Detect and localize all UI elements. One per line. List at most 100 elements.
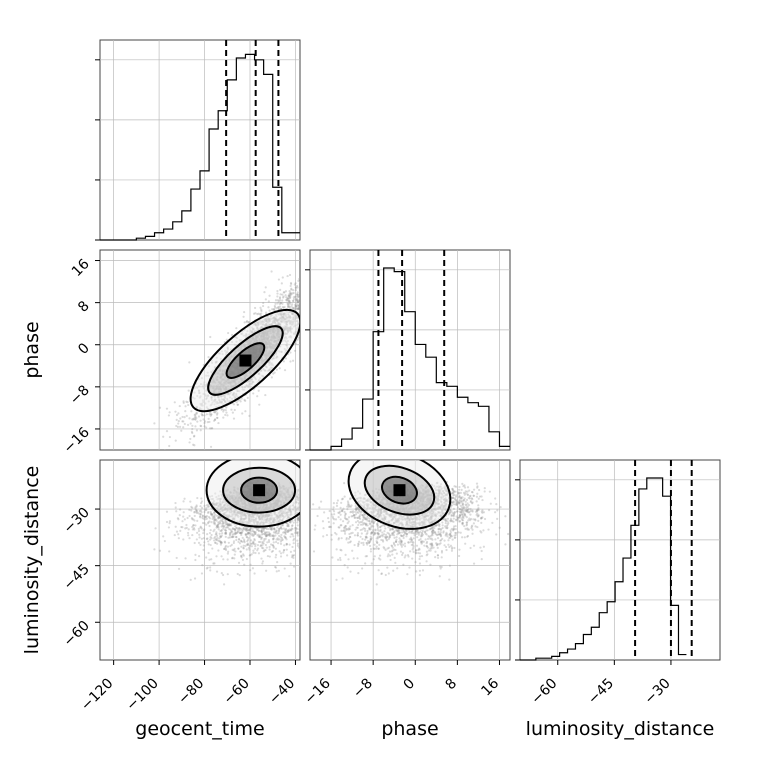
sample-point	[213, 536, 216, 540]
sample-point	[274, 547, 277, 550]
sample-point	[260, 308, 263, 311]
sample-point	[228, 524, 232, 527]
sample-point	[267, 531, 270, 534]
sample-point	[275, 529, 278, 532]
sample-point	[292, 556, 295, 560]
sample-point	[240, 539, 243, 542]
sample-point	[289, 521, 292, 524]
sample-point	[210, 558, 213, 561]
sample-point	[231, 527, 235, 530]
sample-point	[239, 531, 242, 535]
sample-point	[278, 305, 282, 308]
sample-point	[205, 504, 209, 507]
sample-point	[303, 522, 305, 524]
sample-point	[229, 528, 232, 531]
sample-point	[225, 338, 228, 341]
sample-point	[224, 548, 228, 552]
sample-point	[302, 303, 304, 305]
sample-point	[207, 521, 210, 524]
sample-point	[305, 503, 307, 505]
sample-point	[295, 531, 299, 534]
sample-point	[292, 289, 295, 292]
sample-point	[181, 415, 184, 419]
sample-point	[305, 503, 307, 505]
sample-point	[281, 305, 284, 309]
sample-point	[167, 414, 170, 417]
sample-point	[297, 294, 300, 297]
sample-point	[278, 302, 282, 306]
sample-point	[224, 529, 228, 532]
sample-point	[199, 419, 202, 422]
sample-point	[298, 301, 300, 304]
sample-point	[302, 513, 304, 515]
sample-point	[295, 307, 298, 310]
sample-point	[224, 519, 227, 523]
sample-point	[197, 529, 201, 533]
sample-point	[247, 321, 250, 324]
sample-point	[176, 425, 179, 428]
sample-point	[305, 509, 307, 511]
sample-point	[187, 389, 190, 392]
sample-point	[299, 296, 300, 299]
sample-point	[304, 311, 306, 313]
sample-point	[215, 570, 219, 573]
sample-point	[244, 399, 247, 402]
sample-point	[288, 273, 292, 277]
sample-point	[257, 312, 260, 315]
sample-point	[265, 527, 268, 531]
sample-point	[231, 333, 234, 337]
sample-point	[260, 312, 263, 315]
sample-point	[304, 491, 306, 493]
sample-point	[296, 517, 299, 520]
sample-point	[303, 517, 305, 519]
sample-point	[227, 536, 230, 539]
panel-phase-hist	[305, 249, 511, 451]
sample-point	[301, 302, 303, 304]
sample-point	[246, 543, 249, 546]
sample-point	[224, 413, 227, 417]
histogram-geocent_time	[100, 53, 300, 241]
sample-point	[289, 535, 292, 538]
sample-point	[286, 298, 289, 301]
sample-point	[216, 534, 219, 537]
sample-point	[215, 526, 218, 529]
sample-point	[307, 509, 309, 511]
sample-point	[286, 524, 289, 527]
sample-point	[224, 526, 227, 529]
sample-point	[203, 528, 206, 531]
sample-point	[245, 527, 248, 530]
sample-point	[305, 300, 307, 302]
sample-point	[277, 527, 281, 531]
sample-point	[191, 533, 194, 537]
sample-point	[192, 518, 195, 521]
sample-point	[206, 533, 209, 536]
sample-point	[246, 528, 249, 531]
sample-point	[305, 526, 307, 528]
sample-point	[209, 569, 212, 572]
sample-point	[278, 299, 282, 302]
sample-point	[265, 534, 268, 538]
sample-point	[306, 307, 308, 309]
sample-point	[282, 551, 285, 554]
sample-point	[281, 523, 284, 526]
sample-point	[241, 528, 244, 532]
sample-point	[231, 556, 234, 559]
sample-point	[189, 437, 192, 441]
sample-point	[227, 331, 230, 335]
sample-point	[204, 508, 207, 512]
sample-point	[211, 427, 214, 430]
sample-point	[184, 405, 187, 408]
sample-point	[208, 558, 211, 561]
sample-point	[193, 514, 196, 518]
sample-point	[220, 408, 223, 411]
sample-point	[299, 541, 300, 543]
sample-point	[252, 543, 256, 546]
sample-point	[191, 506, 194, 509]
sample-point	[221, 520, 224, 523]
sample-point	[193, 444, 196, 447]
sample-point	[295, 304, 298, 308]
sample-point	[285, 542, 288, 546]
sample-point	[259, 544, 263, 547]
sample-point	[276, 561, 279, 564]
sample-point	[269, 534, 272, 538]
